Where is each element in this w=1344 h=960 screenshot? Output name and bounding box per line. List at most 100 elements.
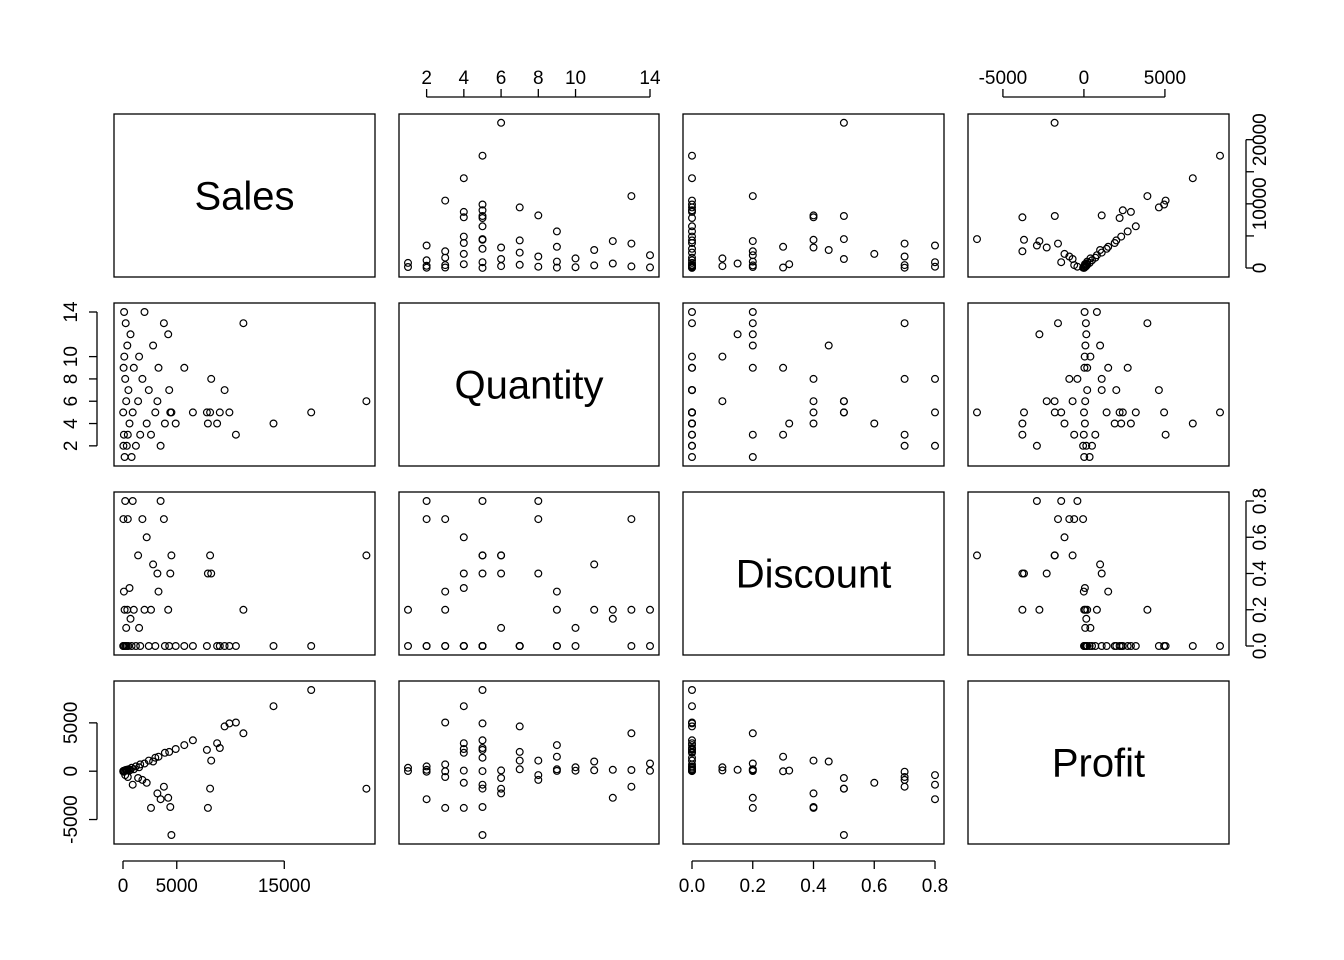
data-point: [1018, 430, 1027, 439]
data-point: [138, 775, 147, 784]
data-point: [120, 453, 129, 462]
data-point: [121, 374, 130, 383]
data-point: [590, 560, 599, 569]
tick-label: 0: [61, 766, 82, 777]
panel-profit-vs-sales: [113, 680, 376, 845]
data-point: [785, 766, 794, 775]
data-point: [441, 253, 450, 262]
data-point: [748, 803, 757, 812]
data-point: [478, 200, 487, 209]
data-point: [1123, 227, 1132, 236]
data-point: [160, 419, 169, 428]
data-point: [1115, 214, 1124, 223]
tick-label: 20000: [1250, 113, 1271, 166]
data-point: [154, 587, 163, 596]
data-point: [441, 760, 450, 769]
data-point: [1019, 235, 1028, 244]
data-point: [785, 419, 794, 428]
data-point: [171, 744, 180, 753]
tick-label: 0.8: [922, 876, 948, 897]
panel-profit-vs-profit: Profit: [967, 680, 1230, 845]
data-point: [459, 232, 468, 241]
data-point: [1097, 569, 1106, 578]
data-point: [972, 235, 981, 244]
data-point: [930, 262, 939, 271]
panel-sales-vs-sales: Sales: [113, 113, 376, 278]
data-point: [159, 319, 168, 328]
data-point: [534, 569, 543, 578]
data-point: [552, 227, 561, 236]
panel-sales-vs-quantity: [398, 113, 660, 278]
data-point: [687, 244, 696, 253]
data-point: [748, 729, 757, 738]
data-point: [220, 722, 229, 731]
panel-frame: [113, 491, 376, 656]
data-point: [478, 753, 487, 762]
data-point: [478, 206, 487, 215]
data-point: [307, 685, 316, 694]
tick-label: 0: [1079, 68, 1090, 89]
tick-label: 5000: [61, 702, 82, 744]
data-point: [809, 419, 818, 428]
data-point: [687, 263, 696, 272]
data-point: [571, 766, 580, 775]
data-point: [1050, 118, 1059, 127]
data-point: [140, 308, 149, 317]
data-point: [422, 767, 431, 776]
right-axis-discount: 0.0 0.2 0.4 0.6 0.8: [1245, 488, 1271, 659]
data-point: [122, 623, 131, 632]
data-point: [1057, 408, 1066, 417]
tick-label: 0.6: [1250, 524, 1271, 550]
data-point: [809, 408, 818, 417]
data-point: [129, 363, 138, 372]
variable-label-discount: Discount: [736, 553, 892, 597]
data-point: [645, 263, 654, 272]
data-point: [144, 641, 153, 650]
data-point: [1081, 623, 1090, 632]
data-point: [930, 771, 939, 780]
data-point: [142, 533, 151, 542]
tick-label: 0.4: [1250, 560, 1271, 587]
data-point: [1079, 430, 1088, 439]
data-point: [824, 757, 833, 766]
data-point: [478, 258, 487, 267]
data-point: [1097, 386, 1106, 395]
tick-label: 6: [496, 68, 507, 89]
data-point: [930, 441, 939, 450]
data-point: [202, 408, 211, 417]
data-point: [900, 782, 909, 791]
data-point: [404, 763, 413, 772]
data-point: [1079, 263, 1088, 272]
data-point: [497, 118, 506, 127]
data-point: [1079, 641, 1088, 650]
data-point: [1092, 605, 1101, 614]
data-point: [121, 497, 130, 506]
data-point: [748, 793, 757, 802]
data-point: [1080, 583, 1089, 592]
data-point: [459, 778, 468, 787]
data-point: [900, 252, 909, 261]
data-point: [135, 623, 144, 632]
data-point: [687, 236, 696, 245]
data-point: [748, 766, 757, 775]
data-point: [900, 767, 909, 776]
tick-label: 0.6: [861, 876, 887, 897]
data-point: [645, 766, 654, 775]
data-point: [1079, 441, 1088, 450]
data-point: [590, 605, 599, 614]
data-point: [1018, 605, 1027, 614]
data-point: [478, 830, 487, 839]
data-point: [552, 263, 561, 272]
data-point: [404, 258, 413, 267]
data-point: [188, 736, 197, 745]
data-point: [1032, 497, 1041, 506]
panel-frame: [682, 113, 945, 278]
data-point: [900, 441, 909, 450]
data-point: [1032, 441, 1041, 450]
data-point: [135, 763, 144, 772]
data-point: [748, 341, 757, 350]
data-point: [748, 363, 757, 372]
data-point: [156, 497, 165, 506]
data-point: [147, 605, 156, 614]
